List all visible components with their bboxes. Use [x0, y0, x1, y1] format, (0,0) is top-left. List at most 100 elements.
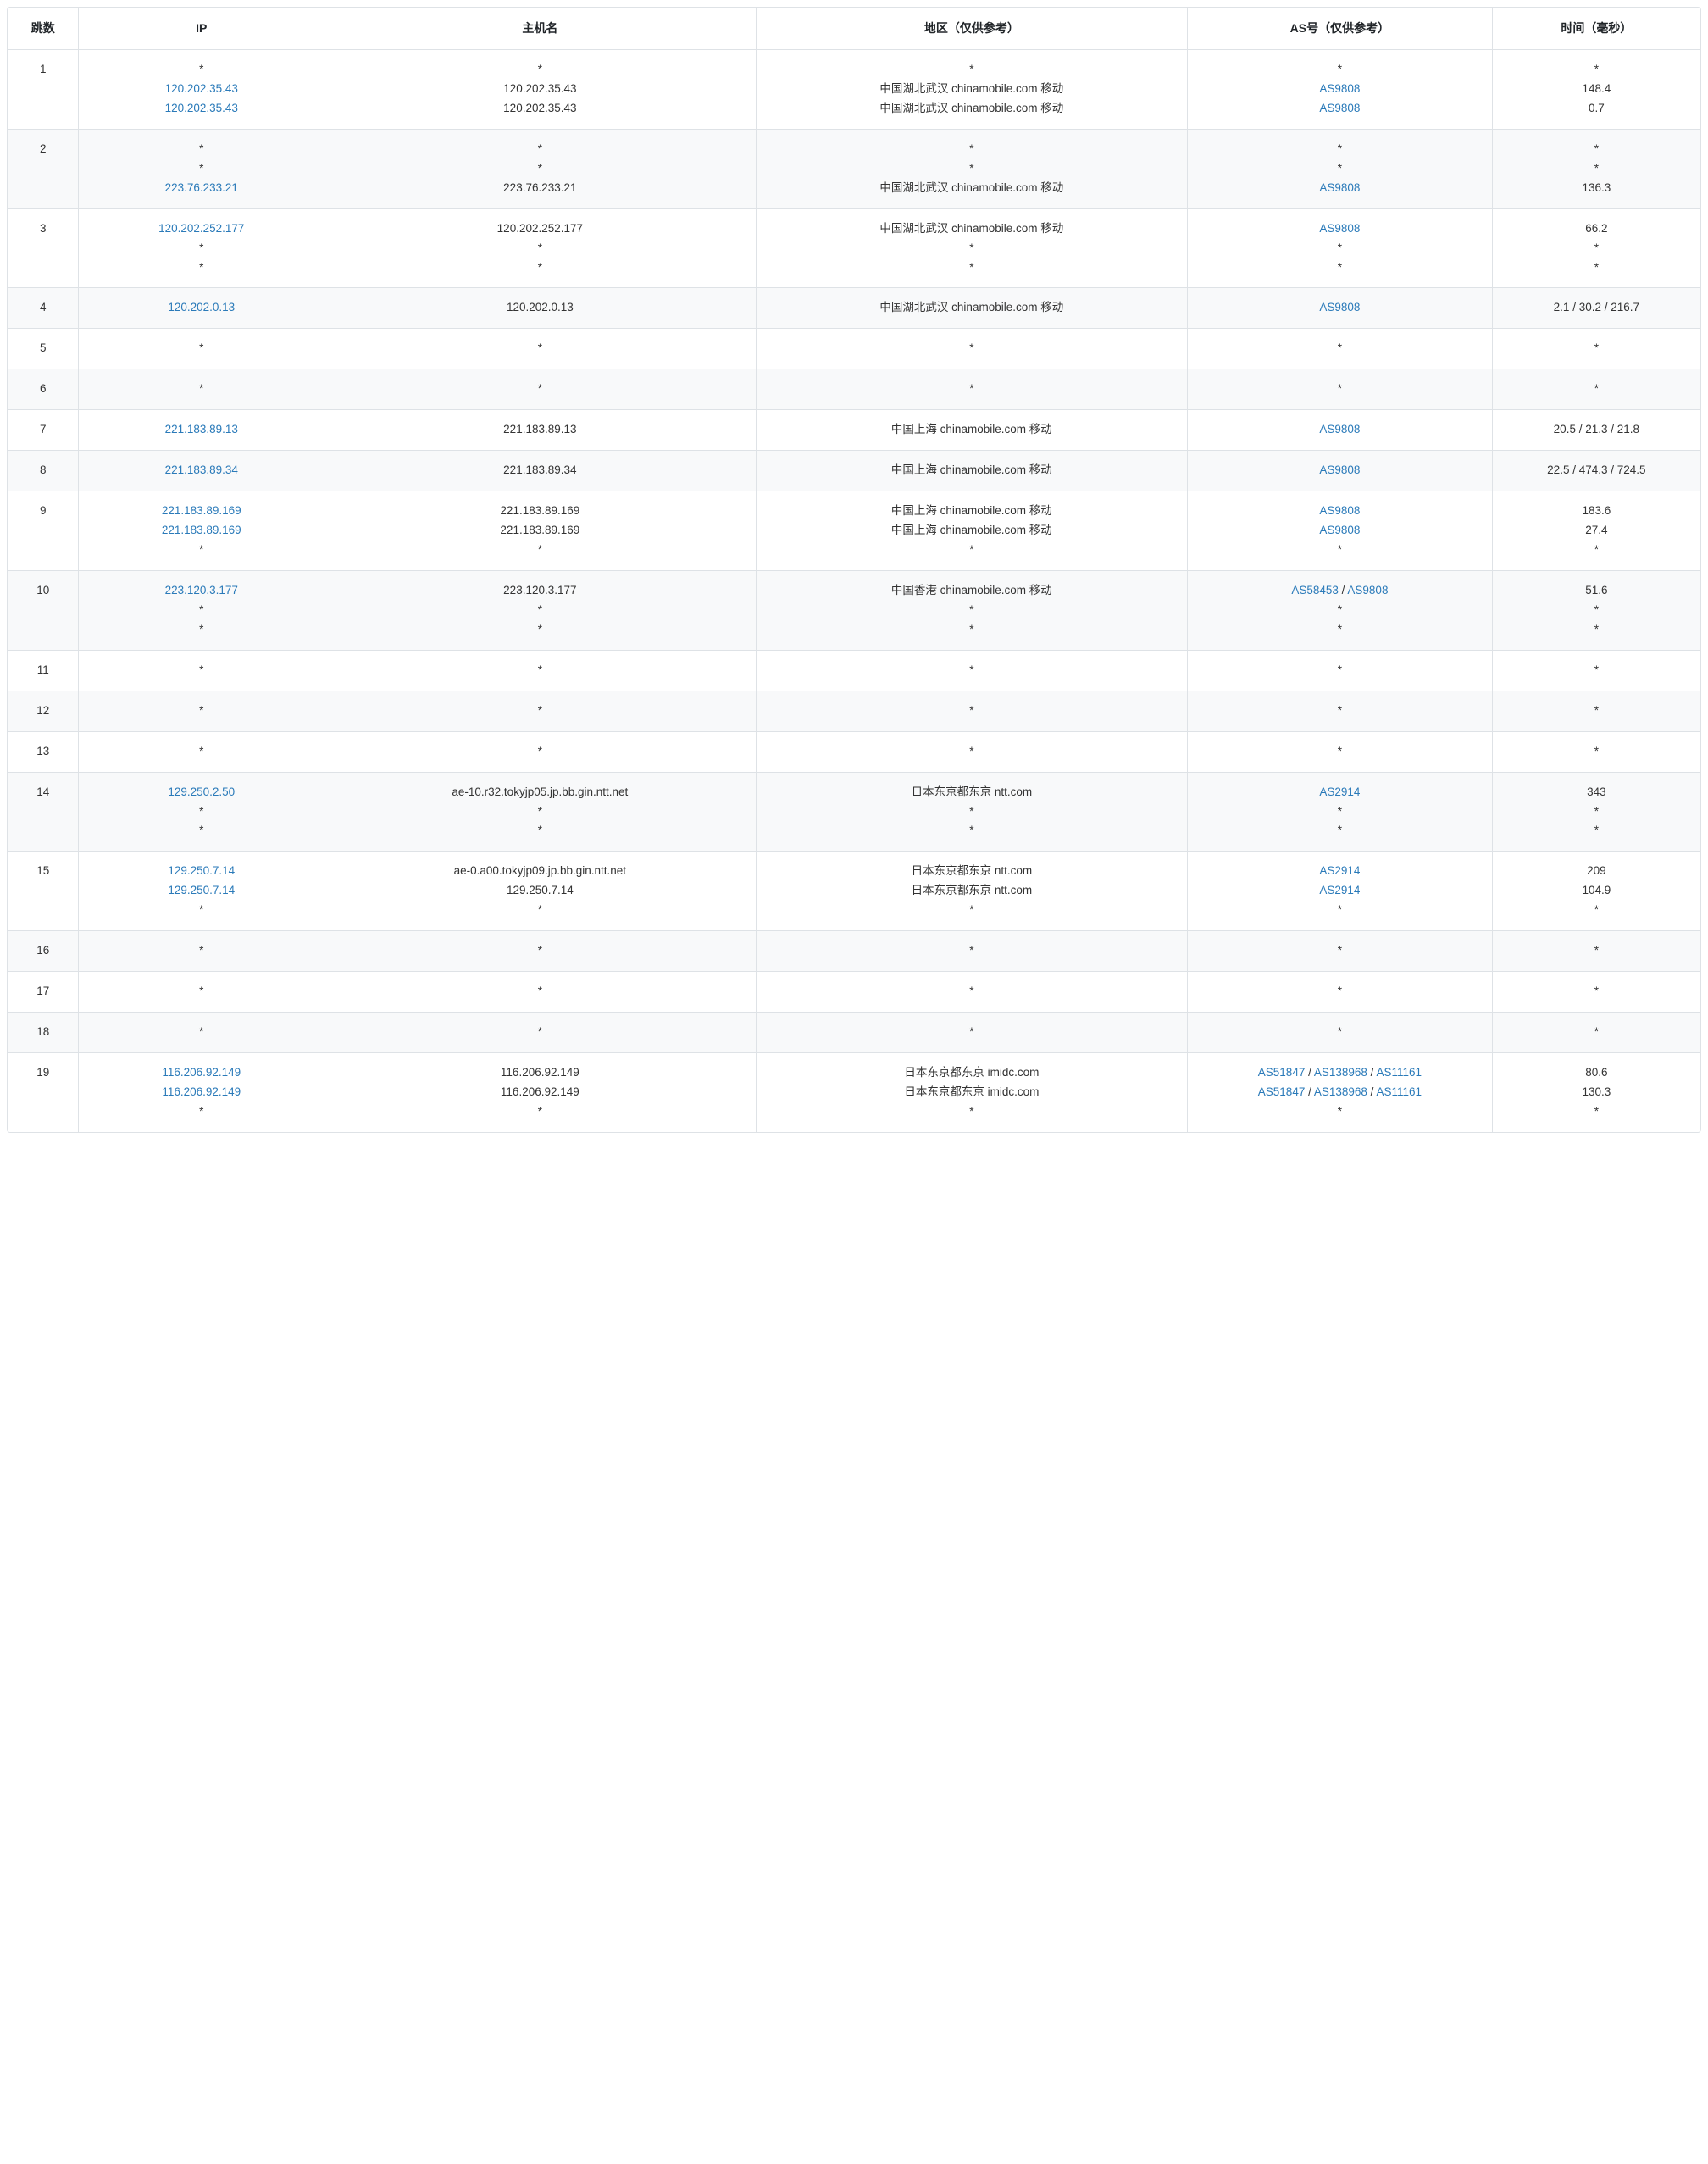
time-cell-text: *	[1594, 261, 1599, 274]
ip-cell-link[interactable]: 120.202.252.177	[158, 222, 244, 235]
ip-cell-link[interactable]: 120.202.35.43	[165, 82, 238, 95]
time-cell: 183.627.4*	[1492, 491, 1700, 571]
region-cell-text: 中国上海 chinamobile.com 移动	[891, 504, 1052, 517]
as-cell-link[interactable]: AS11161	[1376, 1085, 1422, 1098]
host-cell-text: *	[538, 162, 542, 175]
ip-cell-link[interactable]: 116.206.92.149	[162, 1085, 241, 1098]
as-cell-entry: *	[1195, 541, 1485, 560]
ip-cell-link[interactable]: 223.120.3.177	[165, 584, 238, 596]
time-cell-entry: 0.7	[1500, 99, 1694, 119]
as-cell-entry: *	[1195, 239, 1485, 258]
as-cell-link[interactable]: AS138968	[1314, 1066, 1367, 1079]
region-cell: 中国香港 chinamobile.com 移动**	[756, 570, 1187, 650]
ip-cell-link[interactable]: 129.250.2.50	[168, 785, 235, 798]
region-cell-entry: 日本东京都东京 ntt.com	[763, 862, 1180, 881]
ip-cell-link[interactable]: 120.202.35.43	[165, 102, 238, 114]
time-cell-text: *	[1594, 903, 1599, 916]
host-cell: *	[324, 972, 756, 1013]
region-cell-text: *	[969, 603, 973, 616]
as-cell-text: *	[1338, 142, 1342, 155]
host-cell-entry: *	[331, 982, 748, 1002]
as-cell-link[interactable]: AS9808	[1319, 463, 1360, 476]
host-cell-entry: ae-10.r32.tokyjp05.jp.bb.gin.ntt.net	[331, 783, 748, 802]
as-cell-link[interactable]: AS51847	[1258, 1066, 1306, 1079]
host-cell-entry: 129.250.7.14	[331, 881, 748, 901]
ip-cell: *120.202.35.43120.202.35.43	[79, 50, 324, 130]
region-cell-entry: *	[763, 339, 1180, 358]
ip-cell-text: *	[199, 142, 203, 155]
region-cell-text: *	[969, 824, 973, 836]
ip-cell-entry: *	[86, 380, 317, 399]
host-cell-text: 116.206.92.149	[501, 1066, 580, 1079]
host-cell-entry: 116.206.92.149	[331, 1083, 748, 1102]
region-cell-text: 中国湖北武汉 chinamobile.com 移动	[879, 301, 1063, 314]
host-cell: 116.206.92.149116.206.92.149*	[324, 1053, 756, 1132]
ip-cell-link[interactable]: 221.183.89.34	[165, 463, 238, 476]
time-cell-entry: *	[1500, 661, 1694, 680]
ip-cell-link[interactable]: 221.183.89.13	[165, 423, 238, 436]
as-cell-link[interactable]: AS58453	[1291, 584, 1339, 596]
ip-cell-text: *	[199, 663, 203, 676]
as-cell-link[interactable]: AS9808	[1319, 222, 1360, 235]
ip-cell: *	[79, 691, 324, 731]
ip-cell-entry: 221.183.89.169	[86, 502, 317, 521]
host-cell-entry: *	[331, 541, 748, 560]
as-cell-entry: *	[1195, 702, 1485, 721]
as-cell-link[interactable]: AS9808	[1347, 584, 1388, 596]
host-cell: *	[324, 1013, 756, 1053]
host-cell-entry: *	[331, 140, 748, 159]
as-cell-link[interactable]: AS138968	[1314, 1085, 1367, 1098]
as-cell-link[interactable]: AS9808	[1319, 423, 1360, 436]
as-cell-link[interactable]: AS51847	[1258, 1085, 1306, 1098]
host-cell-entry: *	[331, 339, 748, 358]
as-cell-entry: AS9808	[1195, 219, 1485, 239]
ip-cell-link[interactable]: 221.183.89.169	[162, 524, 241, 536]
ip-cell-entry: *	[86, 620, 317, 640]
table-row: 4120.202.0.13120.202.0.13中国湖北武汉 chinamob…	[8, 288, 1700, 329]
time-cell-text: 80.6	[1585, 1066, 1607, 1079]
as-cell-link[interactable]: AS2914	[1319, 864, 1360, 877]
table-body: 1*120.202.35.43120.202.35.43*120.202.35.…	[8, 50, 1700, 1132]
as-cell-link[interactable]: AS9808	[1319, 181, 1360, 194]
as-cell-entry: AS2914	[1195, 881, 1485, 901]
ip-cell-text: *	[199, 1025, 203, 1038]
ip-cell-link[interactable]: 129.250.7.14	[168, 884, 235, 896]
time-cell-entry: 51.6	[1500, 581, 1694, 601]
ip-cell-link[interactable]: 223.76.233.21	[165, 181, 238, 194]
ip-cell-entry: *	[86, 541, 317, 560]
region-cell-entry: *	[763, 802, 1180, 822]
as-cell-entry: AS51847 / AS138968 / AS11161	[1195, 1083, 1485, 1102]
as-cell-link[interactable]: AS9808	[1319, 102, 1360, 114]
host-cell-text: 223.76.233.21	[503, 181, 576, 194]
as-cell-entry: *	[1195, 380, 1485, 399]
as-cell-link[interactable]: AS2914	[1319, 884, 1360, 896]
hop-cell: 18	[8, 1013, 79, 1053]
traceroute-table: 跳数IP主机名地区（仅供参考）AS号（仅供参考）时间（毫秒） 1*120.202…	[8, 8, 1700, 1132]
region-cell-text: *	[969, 805, 973, 818]
ip-cell-link[interactable]: 221.183.89.169	[162, 504, 241, 517]
ip-cell-link[interactable]: 129.250.7.14	[168, 864, 235, 877]
region-cell-entry: *	[763, 941, 1180, 961]
as-cell-link[interactable]: AS9808	[1319, 82, 1360, 95]
time-cell: 2.1 / 30.2 / 216.7	[1492, 288, 1700, 329]
ip-cell-text: *	[199, 903, 203, 916]
ip-cell-link[interactable]: 116.206.92.149	[162, 1066, 241, 1079]
as-cell-link[interactable]: AS9808	[1319, 524, 1360, 536]
as-cell: *	[1188, 972, 1493, 1013]
as-cell-link[interactable]: AS2914	[1319, 785, 1360, 798]
hop-cell: 19	[8, 1053, 79, 1132]
time-cell-text: 27.4	[1585, 524, 1607, 536]
host-cell-text: *	[538, 341, 542, 354]
ip-cell-text: *	[199, 543, 203, 556]
time-cell-entry: 130.3	[1500, 1083, 1694, 1102]
as-cell-link[interactable]: AS11161	[1376, 1066, 1422, 1079]
as-cell-link[interactable]: AS9808	[1319, 504, 1360, 517]
time-cell-entry: *	[1500, 159, 1694, 179]
host-cell-text: *	[538, 241, 542, 254]
ip-cell-link[interactable]: 120.202.0.13	[168, 301, 235, 314]
as-cell-text: *	[1338, 1105, 1342, 1118]
ip-cell-entry: *	[86, 258, 317, 278]
as-cell-link[interactable]: AS9808	[1319, 301, 1360, 314]
time-cell-entry: *	[1500, 901, 1694, 920]
time-cell-entry: *	[1500, 1102, 1694, 1122]
